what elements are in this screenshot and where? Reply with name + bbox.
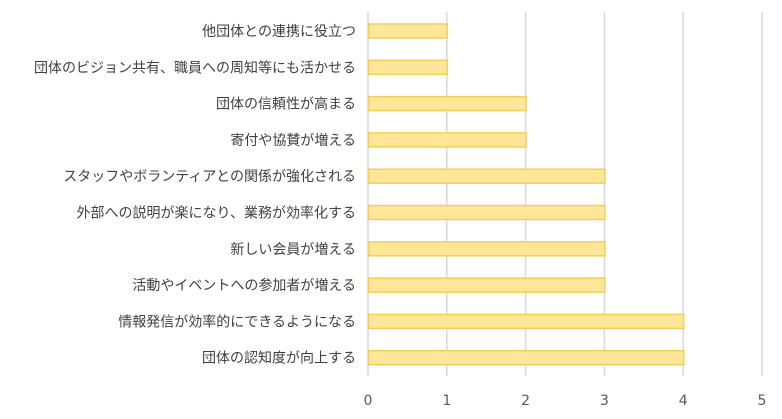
bar bbox=[367, 168, 606, 184]
x-tick-label: 3 bbox=[600, 393, 609, 409]
x-tick-label: 0 bbox=[364, 393, 373, 409]
x-tick-label: 2 bbox=[521, 393, 530, 409]
bar bbox=[367, 95, 527, 112]
x-tick-label: 4 bbox=[679, 393, 688, 409]
category-label: 団体の信頼性が高まる bbox=[216, 96, 356, 113]
category-label: 新しい会員が増える bbox=[230, 242, 356, 258]
bar bbox=[367, 277, 606, 293]
x-tick-labels: 0 1 2 3 4 5 bbox=[364, 393, 767, 409]
bar bbox=[367, 132, 527, 148]
x-tick-label: 5 bbox=[758, 393, 767, 409]
bar bbox=[367, 23, 449, 39]
bar bbox=[367, 204, 606, 221]
bars bbox=[367, 23, 685, 366]
bar bbox=[367, 59, 449, 76]
category-label: スタッフやボランティアとの関係が強化される bbox=[63, 169, 356, 185]
category-label: 情報発信が効率的にできるようになる bbox=[118, 313, 356, 330]
category-label: 外部への説明が楽になり、業務が効率化する bbox=[77, 205, 356, 222]
bar bbox=[367, 349, 685, 366]
x-tick-label: 1 bbox=[442, 393, 451, 409]
category-label: 団体のビジョン共有、職員への周知等にも活かせる bbox=[34, 59, 356, 76]
category-label: 団体の認知度が向上する bbox=[202, 350, 356, 367]
bar bbox=[367, 313, 685, 330]
category-label: 寄付や協賛が増える bbox=[230, 132, 356, 149]
category-label: 他団体との連携に役立つ bbox=[202, 24, 356, 40]
category-labels: 他団体との連携に役立つ団体のビジョン共有、職員への周知等にも活かせる団体の信頼性… bbox=[34, 24, 356, 367]
category-label: 活動やイベントへの参加者が増える bbox=[132, 277, 356, 294]
bar bbox=[367, 241, 606, 257]
